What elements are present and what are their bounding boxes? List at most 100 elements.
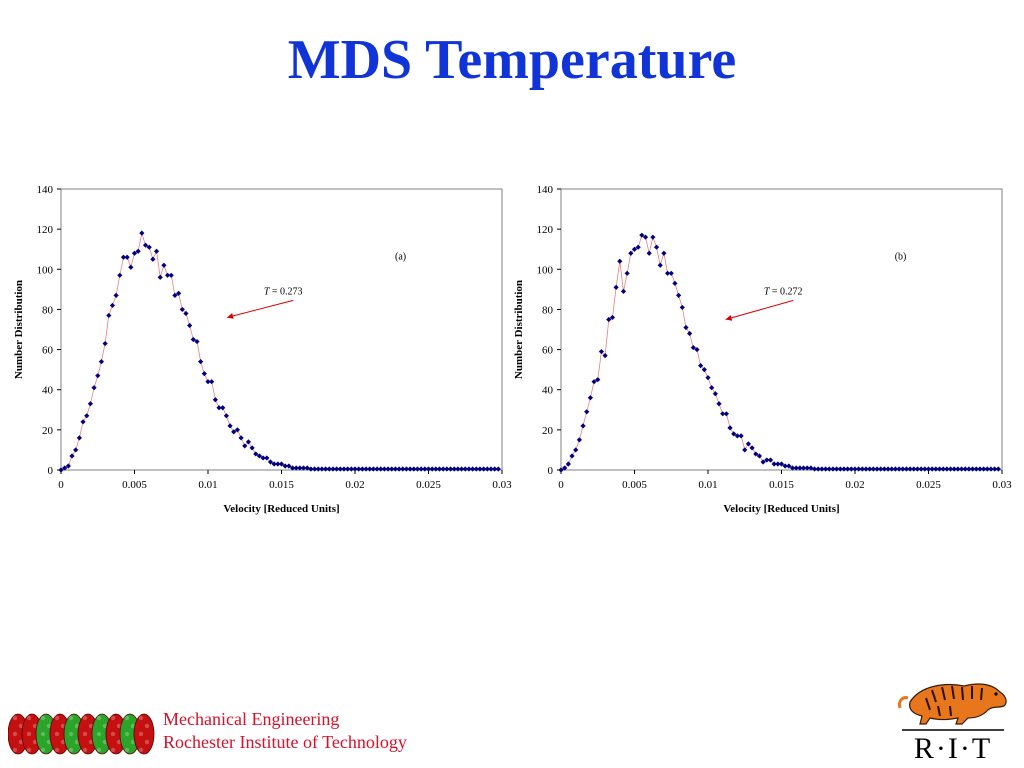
data-point xyxy=(951,466,957,472)
rit-tiger-logo: R·I·T xyxy=(898,683,1007,762)
data-point xyxy=(867,466,873,472)
data-point xyxy=(789,465,796,471)
data-point xyxy=(367,466,373,472)
data-point xyxy=(187,322,193,329)
temperature-annotation: T = 0.272 xyxy=(764,286,803,297)
data-point xyxy=(775,461,781,467)
data-point xyxy=(462,466,468,472)
data-point xyxy=(955,466,961,472)
data-point xyxy=(458,466,465,472)
data-point xyxy=(209,379,215,385)
data-point xyxy=(374,466,380,472)
data-point xyxy=(385,466,391,472)
data-point xyxy=(881,466,887,472)
data-point xyxy=(131,250,138,256)
data-point xyxy=(389,466,395,472)
data-point xyxy=(319,466,325,472)
data-point xyxy=(558,467,564,473)
y-tick-label: 40 xyxy=(42,385,54,397)
data-point xyxy=(830,466,836,472)
data-point xyxy=(315,466,321,472)
data-point xyxy=(896,466,902,472)
data-point xyxy=(304,465,310,471)
annotation-arrowhead xyxy=(725,314,733,321)
data-point xyxy=(595,377,601,383)
footer-department: Mechanical Engineering Rochester Institu… xyxy=(163,708,407,754)
data-point xyxy=(220,405,226,411)
data-point xyxy=(786,463,792,469)
data-point xyxy=(687,330,693,337)
y-axis-label: Number Distribution xyxy=(13,280,25,379)
data-point xyxy=(153,248,160,254)
data-point xyxy=(120,254,127,260)
data-point xyxy=(562,465,568,471)
data-point xyxy=(297,465,303,471)
x-axis-label: Velocity [Reduced Units] xyxy=(723,503,839,515)
data-point xyxy=(800,465,807,471)
footer-line-2: Rochester Institute of Technology xyxy=(163,732,407,752)
y-tick-label: 0 xyxy=(48,465,54,477)
annotation-value: = 0.272 xyxy=(769,286,802,297)
data-point xyxy=(381,466,387,472)
data-point xyxy=(914,466,921,472)
annotation-arrow-line xyxy=(725,299,794,320)
data-point xyxy=(940,466,946,472)
slide-title: MDS Temperature xyxy=(287,29,737,91)
data-point xyxy=(617,258,623,264)
data-point xyxy=(870,466,876,472)
data-point xyxy=(124,254,130,260)
data-point xyxy=(841,466,847,472)
data-point xyxy=(359,466,365,472)
data-point xyxy=(933,466,939,472)
chart-panel-a: 0 20 40 60 80 100 120 140 0 0.005 0.01 0.015 0.02 0.0… xyxy=(8,175,512,520)
me-cells-logo xyxy=(8,713,155,755)
data-point xyxy=(238,435,244,441)
data-point xyxy=(275,461,281,467)
data-point xyxy=(113,292,119,298)
data-point xyxy=(892,466,899,472)
data-point xyxy=(676,292,682,298)
data-point xyxy=(488,466,494,472)
y-tick-label: 120 xyxy=(37,224,54,236)
data-point xyxy=(631,246,638,252)
data-point xyxy=(848,466,854,472)
data-point xyxy=(653,244,660,250)
data-point xyxy=(425,466,432,472)
data-point xyxy=(473,466,479,472)
data-point xyxy=(900,466,906,472)
data-point xyxy=(396,466,402,472)
plot-area xyxy=(560,188,1003,471)
data-point xyxy=(249,445,255,451)
data-point xyxy=(183,310,189,317)
data-point xyxy=(289,465,296,471)
data-point xyxy=(811,466,818,472)
data-point xyxy=(815,466,821,472)
data-point xyxy=(808,465,814,471)
data-point xyxy=(264,455,270,461)
data-point xyxy=(440,466,446,472)
data-point xyxy=(271,461,277,467)
data-point xyxy=(293,465,299,471)
data-point xyxy=(778,461,785,467)
data-point xyxy=(106,312,112,319)
x-tick-label: 0.005 xyxy=(122,479,147,491)
data-point xyxy=(576,437,582,443)
data-point xyxy=(823,466,829,472)
data-point xyxy=(981,466,987,472)
data-point xyxy=(760,459,766,465)
data-point xyxy=(433,466,439,472)
data-point xyxy=(668,270,674,276)
data-point xyxy=(947,466,954,472)
data-point xyxy=(984,466,990,472)
chart-svg: 0 20 40 60 80 100 120 140 0 0.005 0.01 0.015 0.02 0.0… xyxy=(13,184,512,515)
data-point xyxy=(205,379,211,385)
data-point xyxy=(194,338,200,345)
x-tick-label: 0.005 xyxy=(622,479,647,491)
panel-label: (a) xyxy=(395,251,406,262)
data-point xyxy=(966,466,972,472)
data-point xyxy=(65,463,71,469)
data-point xyxy=(962,466,968,472)
data-point xyxy=(150,256,156,262)
data-point xyxy=(135,248,141,254)
data-point xyxy=(922,466,928,472)
